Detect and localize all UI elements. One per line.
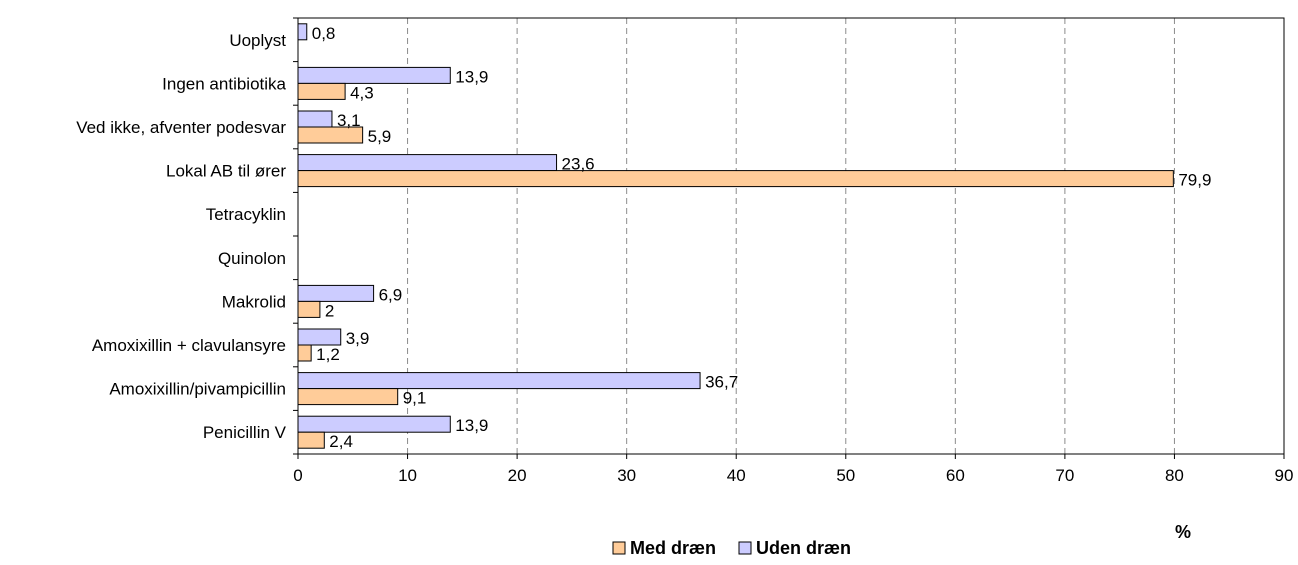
bar-uden-draen bbox=[297, 154, 558, 172]
bar-med-draen bbox=[297, 431, 325, 449]
category-label: Makrolid bbox=[222, 292, 286, 311]
data-label: 79,9 bbox=[1178, 171, 1211, 190]
x-tick-label: 70 bbox=[1055, 466, 1074, 485]
x-tick-label: 80 bbox=[1165, 466, 1184, 485]
bar-uden-draen bbox=[297, 328, 342, 346]
category-label: Tetracyklin bbox=[206, 205, 286, 224]
data-label: 6,9 bbox=[379, 285, 403, 304]
bar-uden-draen bbox=[297, 110, 333, 128]
x-axis-unit-label: % bbox=[1175, 522, 1191, 542]
category-label: Quinolon bbox=[218, 249, 286, 268]
bar-med-draen bbox=[297, 388, 399, 406]
data-label: 1,2 bbox=[316, 345, 340, 364]
data-label: 0,8 bbox=[312, 24, 336, 43]
axes bbox=[293, 17, 1285, 459]
bar-med-draen bbox=[297, 344, 312, 362]
x-tick-label: 90 bbox=[1275, 466, 1294, 485]
data-label: 5,9 bbox=[368, 127, 392, 146]
bar-uden-draen bbox=[297, 23, 308, 41]
x-tick-label: 50 bbox=[836, 466, 855, 485]
labels: Penicillin V 13,9 2,4 Amoxixillin/pivampici… bbox=[76, 24, 1293, 485]
x-tick-label: 60 bbox=[946, 466, 965, 485]
data-label: 9,1 bbox=[403, 389, 427, 408]
data-label: 3,1 bbox=[337, 111, 361, 130]
bar-uden-draen bbox=[297, 284, 375, 302]
bar-med-draen bbox=[297, 300, 321, 318]
category-label: Lokal AB til ører bbox=[166, 162, 286, 181]
bars bbox=[297, 23, 1174, 449]
x-tick-label: 30 bbox=[617, 466, 636, 485]
data-label: 23,6 bbox=[562, 155, 595, 174]
data-label: 13,9 bbox=[455, 416, 488, 435]
bar-uden-draen bbox=[297, 415, 451, 433]
bar-uden-draen bbox=[297, 372, 701, 390]
category-label: Ved ikke, afventer podesvar bbox=[76, 118, 286, 137]
data-label: 2,4 bbox=[329, 432, 353, 451]
category-label: Penicillin V bbox=[203, 423, 287, 442]
x-tick-label: 20 bbox=[508, 466, 527, 485]
data-label: 3,9 bbox=[346, 329, 370, 348]
legend-swatch-uden-draen bbox=[738, 541, 752, 555]
x-tick-label: 40 bbox=[727, 466, 746, 485]
legend: Med dræn Uden dræn bbox=[612, 538, 851, 558]
bar-uden-draen bbox=[297, 66, 451, 84]
category-label: Ingen antibiotika bbox=[162, 74, 286, 93]
legend-label-uden-draen: Uden dræn bbox=[756, 538, 851, 558]
data-label: 36,7 bbox=[705, 373, 738, 392]
legend-swatch-med-draen bbox=[612, 541, 626, 555]
data-label: 13,9 bbox=[455, 67, 488, 86]
category-label: Amoxixillin/pivampicillin bbox=[109, 380, 286, 399]
category-label: Uoplyst bbox=[229, 31, 286, 50]
data-label: 4,3 bbox=[350, 83, 374, 102]
bar-med-draen bbox=[297, 170, 1174, 188]
category-label: Amoxixillin + clavulansyre bbox=[92, 336, 286, 355]
bar-med-draen bbox=[297, 82, 346, 100]
legend-label-med-draen: Med dræn bbox=[630, 538, 716, 558]
x-tick-label: 0 bbox=[293, 466, 302, 485]
x-tick-label: 10 bbox=[398, 466, 417, 485]
data-label: 2 bbox=[325, 301, 334, 320]
